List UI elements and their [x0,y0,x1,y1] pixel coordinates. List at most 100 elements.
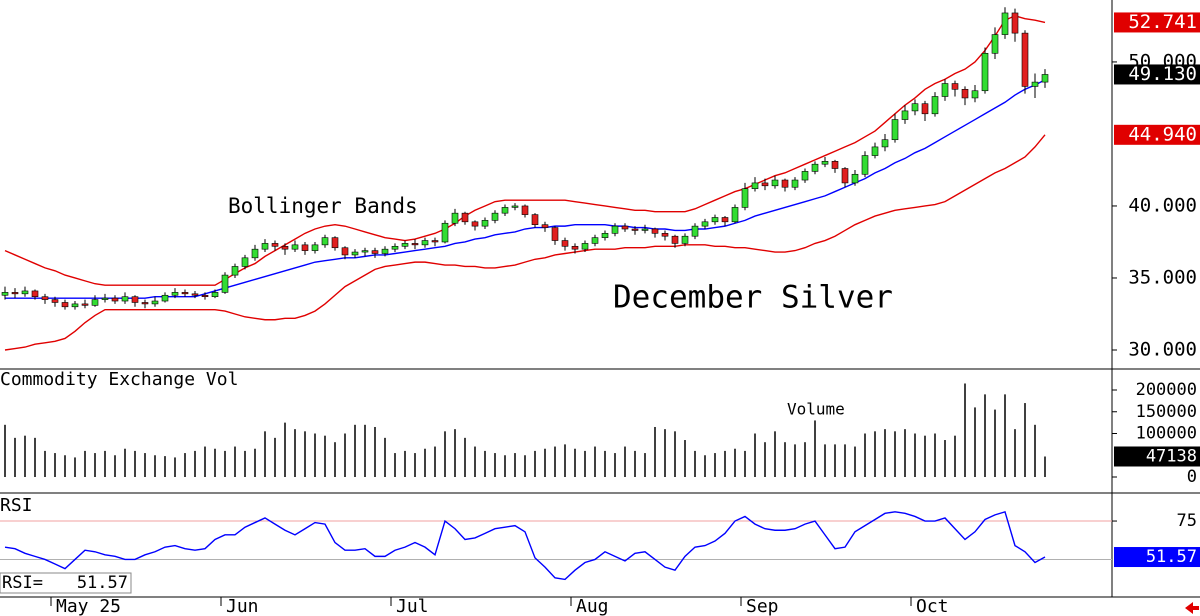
x-tick-label: Aug [576,596,609,616]
candle-body [1011,12,1019,34]
candle-body [1041,74,1049,83]
candle-body [551,227,559,241]
candle-body [421,240,429,246]
candle-body [261,243,269,250]
candle-body [221,274,229,293]
candle-body [891,119,899,141]
candle-body [411,243,419,246]
candle-body [631,228,639,231]
candle-body [401,243,409,247]
candle-body [871,146,879,156]
annotation: Volume [787,400,845,419]
candle-body [61,302,69,308]
candle-body [571,245,579,250]
last-value-box [1114,547,1200,568]
x-tick-label: May 25 [56,596,121,616]
x-tick-label: Oct [916,596,949,616]
candle-body [331,237,339,249]
candle-body [711,217,719,223]
rsi-readout-value: 51.57 [77,573,128,593]
candle-body [31,290,39,298]
candle-body [961,88,969,99]
candle-body [761,182,769,187]
candle-body [1021,32,1029,87]
candle-body [461,212,469,223]
candle-body [691,225,699,237]
last-value-box [1114,446,1200,467]
last-value-box [1114,64,1200,85]
rsi-line [4,510,1046,581]
y-tick-label: 35.000 [1128,266,1197,288]
candle-body [581,243,589,250]
candle-body [931,96,939,115]
candle-body [101,297,109,300]
candle-body [851,173,859,184]
candle-body [981,52,989,92]
candle-body [281,245,289,250]
last-value-label: 51.57 [1146,547,1197,567]
x-tick-label: Jul [396,596,429,616]
candle-body [1,292,9,296]
candle-body [141,302,149,305]
candle-body [621,225,629,230]
last-value-box [1114,124,1200,145]
candle-body [211,292,219,298]
candle-body [481,220,489,227]
candle-body [731,207,739,223]
candle-body [561,240,569,247]
candle-body [451,212,459,224]
candle-body [341,247,349,256]
candle-body [181,292,189,295]
panel-title: Commodity Exchange Vol [0,369,238,390]
x-tick-label: Sep [746,596,779,616]
candle-body [361,250,369,253]
candle-body [531,214,539,225]
candle-body [541,224,549,228]
candle-body [171,292,179,296]
candle-body [951,83,959,90]
candle-body [881,139,889,148]
candle-body [941,83,949,97]
candle-body [471,221,479,227]
chart-title: December Silver [613,280,893,316]
candle-body [661,233,669,237]
candle-body [771,179,779,187]
candle-body [11,292,19,295]
y-tick-label: 40.000 [1128,194,1197,216]
candle-body [831,161,839,169]
y-tick-label: 150000 [1136,402,1197,422]
candle-body [311,244,319,251]
last-value-label: 52.741 [1128,11,1197,33]
candle-body [41,296,49,300]
candle-body [821,161,829,165]
last-value-box [1114,12,1200,33]
candle-body [81,303,89,306]
candle-body [651,228,659,234]
candle-body [71,303,79,308]
scroll-arrow[interactable] [1185,602,1199,614]
candle-body [751,182,759,189]
band-line [4,15,1046,286]
candle-body [811,163,819,172]
candle-body [321,237,329,246]
y-tick-label: 100000 [1136,424,1197,444]
last-value-label: 47138 [1146,446,1197,466]
candle-body [671,235,679,244]
candle-body [991,34,999,54]
candle-body [721,217,729,223]
candle-body [441,222,449,243]
candle-body [241,257,249,267]
candle-body [251,248,259,259]
rsi-readout-prefix: RSI= [2,573,43,593]
y-tick-label: 30.000 [1128,338,1197,360]
candle-body [491,212,499,221]
band-line [4,134,1046,351]
candle-body [381,248,389,254]
y-tick-label: 200000 [1136,380,1197,400]
candle-body [131,296,139,303]
candle-body [121,296,129,302]
candle-body [601,233,609,238]
panel-title: RSI [0,495,33,516]
candle-body [91,299,99,306]
